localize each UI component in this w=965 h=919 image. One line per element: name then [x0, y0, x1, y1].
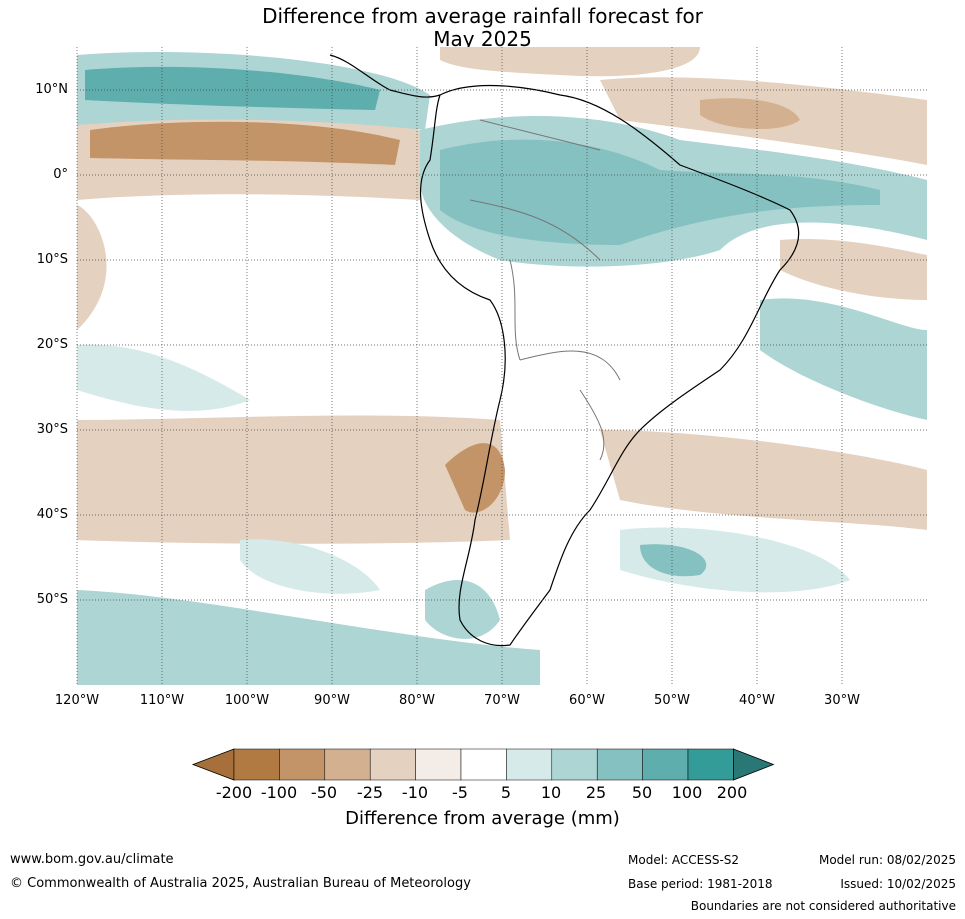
colorbar-tick: -5 — [452, 783, 468, 802]
colorbar-segment — [233, 748, 280, 781]
colorbar-segment — [642, 748, 689, 781]
wet-subtropical-pacific — [77, 344, 250, 411]
lon-label-40w: 40°W — [739, 693, 775, 708]
lon-label-110w: 110°W — [139, 693, 185, 708]
lon-label-80w: 80°W — [399, 693, 435, 708]
colorbar-segment — [596, 748, 643, 781]
lon-label-120w: 120°W — [54, 693, 100, 708]
lon-label-90w: 90°W — [314, 693, 350, 708]
colorbar-segment — [687, 748, 734, 781]
lon-label-30w: 30°W — [824, 693, 860, 708]
lat-label-20s: 20°S — [36, 337, 68, 352]
wet-core-north — [85, 66, 380, 110]
colorbar-tick: -10 — [401, 783, 429, 802]
lat-label-30s: 30°S — [36, 422, 68, 437]
colorbar-segment — [324, 748, 371, 781]
colorbar-tick: -50 — [310, 783, 338, 802]
lat-label-50s: 50°S — [36, 592, 68, 607]
colorbar-tick: 100 — [671, 783, 703, 802]
south-america-coastline — [420, 84, 800, 647]
colorbar — [191, 748, 775, 781]
colorbar-segment — [460, 748, 507, 781]
title-line-1: Difference from average rainfall forecas… — [262, 4, 703, 28]
wet-southwest — [77, 590, 540, 685]
wet-southern-pacific — [240, 539, 380, 594]
lat-label-10n: 10°N — [35, 82, 68, 97]
anomaly-field — [77, 47, 927, 685]
wet-south-tip — [425, 580, 500, 639]
graticule — [76, 47, 927, 685]
colorbar-segment — [415, 748, 462, 781]
disclaimer-text: Boundaries are not considered authoritat… — [690, 899, 956, 913]
colorbar-arrow-left — [191, 748, 235, 781]
dry-caribbean — [440, 47, 700, 77]
colorbar-tick: 200 — [716, 783, 748, 802]
dry-chile-core — [445, 443, 505, 513]
lat-label-40s: 40°S — [36, 507, 68, 522]
lon-label-60w: 60°W — [569, 693, 605, 708]
wet-south-atlantic-core — [640, 544, 707, 577]
colorbar-tick: -200 — [215, 783, 253, 802]
colorbar-tick: 50 — [631, 783, 653, 802]
colorbar-segment — [551, 748, 598, 781]
website-link[interactable]: www.bom.gov.au/climate — [10, 852, 174, 867]
map-title: Difference from average rainfall forecas… — [0, 5, 965, 51]
dry-south-atlantic — [600, 430, 927, 530]
colorbar-segment — [279, 748, 326, 781]
model-run-text: Model run: 08/02/2025 — [818, 853, 956, 867]
colorbar-arrow-right — [733, 748, 775, 781]
base-period-text: Base period: 1981-2018 — [628, 877, 773, 891]
dry-south-pacific — [77, 415, 510, 544]
lon-label-50w: 50°W — [654, 693, 690, 708]
colorbar-tick: -25 — [356, 783, 384, 802]
dry-atlantic-core — [700, 98, 800, 130]
colorbar-tick: -100 — [260, 783, 298, 802]
wet-east-atlantic — [760, 298, 927, 420]
colorbar-title: Difference from average (mm) — [345, 808, 620, 829]
dry-band-west — [77, 205, 107, 330]
wet-south-atlantic — [620, 527, 850, 593]
colorbar-segment — [506, 748, 553, 781]
lat-label-10s: 10°S — [36, 252, 68, 267]
wet-amazon-core — [440, 139, 880, 245]
copyright-text: © Commonwealth of Australia 2025, Austra… — [10, 876, 471, 891]
model-text: Model: ACCESS-S2 — [628, 853, 740, 867]
colorbar-segment — [369, 748, 416, 781]
dry-east-atlantic — [780, 238, 927, 300]
lon-label-70w: 70°W — [484, 693, 520, 708]
issued-text: Issued: 10/02/2025 — [840, 877, 956, 891]
title-line-2: May 2025 — [433, 27, 532, 51]
lon-label-100w: 100°W — [224, 693, 270, 708]
lat-label-0: 0° — [53, 167, 68, 182]
colorbar-tick: 25 — [585, 783, 607, 802]
colorbar-tick: 5 — [500, 783, 512, 802]
colorbar-tick: 10 — [540, 783, 562, 802]
dry-core-tropical — [90, 121, 400, 165]
